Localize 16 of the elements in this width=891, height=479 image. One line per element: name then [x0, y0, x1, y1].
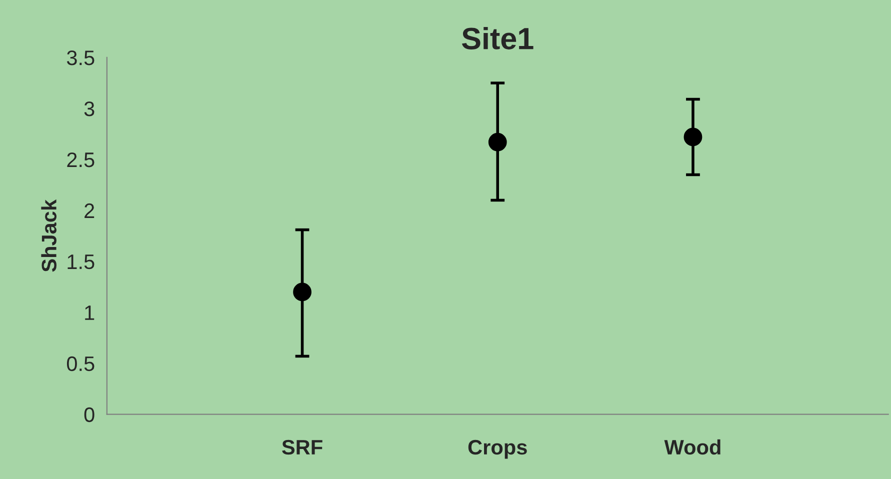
y-tick-label: 1.5 — [68, 254, 94, 270]
chart-title: Site1 — [462, 27, 534, 50]
y-tick-label: 3 — [84, 101, 94, 116]
y-tick-label: 2 — [84, 203, 94, 218]
y-tick-label: 1 — [85, 306, 94, 320]
y-tick-label: 0 — [84, 407, 94, 422]
y-tick-label: 0.5 — [66, 356, 94, 372]
point — [684, 128, 702, 146]
point — [488, 132, 507, 152]
y-tick-label: 3.5 — [66, 50, 94, 66]
y-tick-label: 2.5 — [67, 152, 94, 168]
x-tick-label: Crops — [468, 440, 527, 459]
y-axis-title: ShJack — [41, 199, 56, 272]
x-tick-label: SRF — [282, 440, 322, 455]
point — [293, 282, 312, 302]
x-tick-label: Wood — [664, 439, 720, 455]
